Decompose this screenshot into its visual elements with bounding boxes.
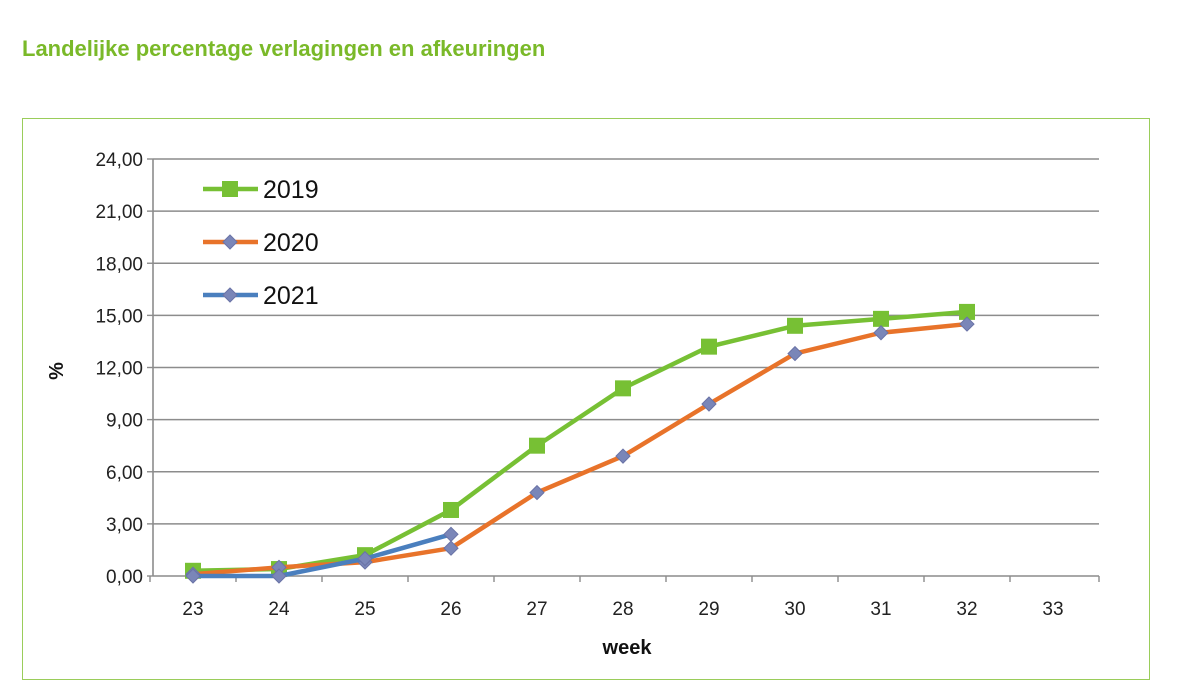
y-tick-label: 24,00 [95,150,143,171]
x-tick-label: 26 [440,599,461,620]
data-point-2019 [701,338,717,355]
y-tick-label: 12,00 [95,359,143,380]
data-point-2020 [873,325,889,341]
y-tick-label: 9,00 [106,411,143,432]
data-point-2020 [787,345,803,362]
data-point-2019 [959,303,975,320]
data-point-2020 [615,448,631,464]
series-line-2021 [193,532,452,579]
legend-label: 2019 [263,176,319,204]
y-axis-label: % [46,362,68,380]
series-2021 [185,526,459,584]
y-tick-label: 18,00 [95,254,143,275]
legend-swatch-marker [222,181,238,197]
data-point-2019 [443,501,459,518]
data-point-2020 [959,316,975,332]
data-point-2021 [271,568,287,584]
chart-frame: 0,00 3,00 6,00 9,00 12,00 15,00 18,00 21,00 24,0… [22,118,1150,680]
x-tick-label: 30 [784,599,805,620]
series-line-2020 [192,321,968,577]
y-tick-label: 15,00 [95,306,143,327]
legend-item-2019: 2019 [203,176,319,204]
y-tick-label: 3,00 [106,515,143,536]
x-tick-labels: 23 24 25 26 27 28 29 30 31 32 33 [182,599,1063,620]
page-title: Landelijke percentage verlagingen en afk… [22,36,546,61]
y-tick-label: 6,00 [106,463,143,484]
x-axis-label: week [602,637,653,659]
data-point-2021 [443,526,459,543]
axes [147,158,1100,582]
data-point-2020 [701,396,717,412]
x-tick-label: 23 [182,599,203,620]
x-tick-label: 32 [956,599,977,620]
legend-swatch-marker [222,234,238,250]
line-chart: 0,00 3,00 6,00 9,00 12,00 15,00 18,00 21,00 24,0… [46,150,1100,659]
legend: 2019 2020 2021 [203,176,319,310]
x-tick-label: 33 [1042,599,1063,620]
data-point-2019 [873,310,889,327]
data-point-2019 [787,317,803,334]
legend-label: 2021 [263,282,319,310]
legend-swatch-marker [222,287,238,303]
data-point-2020 [529,484,545,501]
series-2020 [185,316,975,582]
grid-lines [153,158,1099,525]
y-tick-label: 21,00 [95,202,143,223]
data-point-2021 [357,550,373,567]
x-tick-label: 25 [354,599,375,620]
series-group [185,303,975,584]
series-line-2019 [192,309,968,574]
x-tick-label: 28 [612,599,633,620]
x-tick-label: 29 [698,599,719,620]
legend-item-2020: 2020 [203,229,319,257]
y-tick-label: 0,00 [106,567,143,588]
data-point-2019 [615,380,631,397]
y-tick-labels: 0,00 3,00 6,00 9,00 12,00 15,00 18,00 21,00 24,0… [95,150,143,588]
legend-label: 2020 [263,229,319,257]
data-point-2019 [529,437,545,454]
legend-item-2021: 2021 [203,282,319,310]
x-tick-label: 27 [526,599,547,620]
x-tick-label: 31 [870,599,891,620]
data-point-2021 [185,568,201,584]
x-tick-label: 24 [268,599,290,620]
series-2019 [185,303,975,579]
data-point-2020 [443,540,459,556]
